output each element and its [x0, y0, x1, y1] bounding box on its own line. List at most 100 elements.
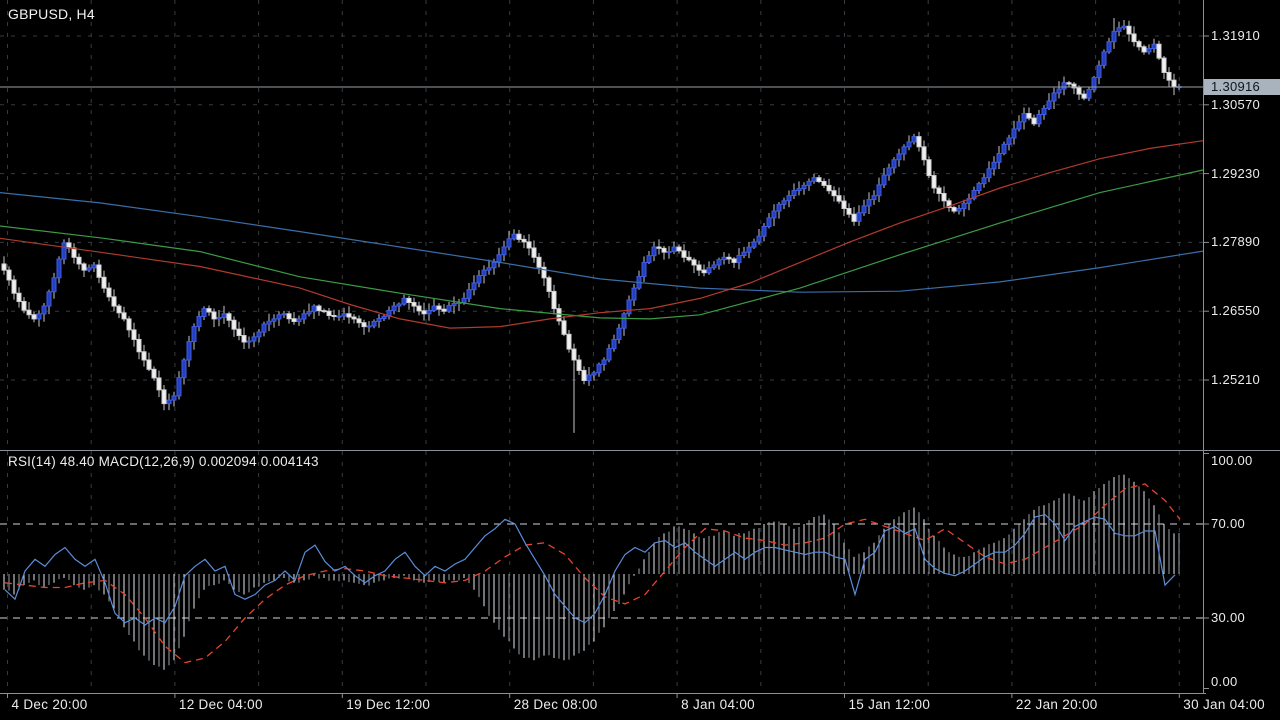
candle-bull — [901, 146, 907, 155]
candle-bull — [451, 302, 457, 307]
candle-bear — [146, 359, 152, 370]
candle-bear — [106, 287, 112, 298]
candle-bear — [846, 208, 852, 215]
candle-bull — [796, 188, 802, 192]
candle-bull — [261, 323, 267, 333]
candle-bear — [536, 256, 542, 268]
candle-bull — [266, 320, 272, 325]
time-axis-label: 8 Jan 04:00 — [681, 697, 755, 712]
candle-bull — [271, 318, 277, 322]
candle-bull — [906, 141, 912, 148]
candle-bear — [516, 233, 522, 240]
candle-bear — [206, 308, 212, 313]
rsi-line — [4, 513, 1176, 626]
candle-bull — [781, 200, 787, 205]
candle-bull — [1036, 114, 1042, 125]
candle-bear — [531, 247, 537, 258]
candle-bull — [786, 195, 792, 202]
candle-bear — [156, 377, 162, 391]
candle-bull — [276, 314, 282, 320]
candle-bull — [166, 399, 172, 405]
time-axis-label: 28 Dec 08:00 — [513, 697, 598, 712]
candle-bull — [1046, 100, 1052, 109]
candle-bear — [1081, 93, 1087, 99]
candle-bull — [621, 313, 627, 329]
candle-bear — [521, 238, 527, 243]
candle-bear — [116, 305, 122, 314]
candle-bull — [911, 136, 917, 143]
candle-bear — [356, 318, 362, 324]
candle-bear — [31, 314, 37, 320]
candle-bear — [326, 310, 332, 317]
candle-bear — [321, 310, 327, 313]
candle-bull — [1151, 43, 1157, 49]
candle-bull — [1111, 30, 1117, 43]
candle-bull — [381, 315, 387, 320]
indicator-axis-label: 100.00 — [1211, 453, 1253, 468]
candle-bear — [11, 279, 17, 294]
candle-bear — [1071, 83, 1077, 89]
candle-bear — [1161, 57, 1167, 73]
candle-bear — [21, 300, 27, 311]
candle-bull — [1056, 88, 1062, 94]
candle-bull — [461, 297, 467, 303]
candle-bull — [1091, 77, 1097, 90]
candle-bear — [286, 313, 292, 320]
candle-bull — [751, 241, 757, 248]
candle-bull — [216, 317, 222, 320]
candle-bull — [491, 261, 497, 269]
candle-bull — [336, 315, 342, 318]
candle-bull — [246, 340, 252, 343]
candle-bull — [191, 326, 197, 343]
candle-bull — [366, 325, 372, 328]
candle-bull — [426, 309, 432, 315]
indicator-axis-label: 30.00 — [1211, 610, 1246, 625]
candle-bear — [81, 263, 87, 271]
candle-bear — [96, 264, 102, 278]
candle-bull — [46, 291, 52, 307]
candle-bear — [411, 301, 417, 307]
candle-bear — [226, 313, 232, 321]
candle-bull — [306, 311, 312, 315]
candle-bull — [756, 235, 762, 243]
candle-bear — [71, 247, 77, 258]
candle-bull — [761, 225, 767, 237]
candle-bull — [281, 313, 287, 316]
candle-bear — [1131, 33, 1137, 43]
candle-bull — [1101, 51, 1107, 66]
candle-bear — [1141, 46, 1147, 53]
candle-bull — [596, 363, 602, 374]
candle-bear — [211, 311, 217, 320]
candle-bull — [201, 308, 207, 318]
indicator-axis-label: 70.00 — [1211, 516, 1246, 531]
candle-bull — [196, 316, 202, 328]
candle-bear — [236, 328, 242, 337]
candle-bull — [401, 297, 407, 305]
candle-bull — [586, 374, 592, 382]
candle-bear — [346, 313, 352, 318]
time-axis-label: 12 Dec 04:00 — [178, 697, 263, 712]
candle-bear — [916, 136, 922, 148]
candle-bull — [591, 372, 597, 376]
candle-bull — [776, 203, 782, 212]
candle-bear — [941, 192, 947, 202]
candle-bear — [1166, 71, 1172, 81]
candle-bull — [471, 282, 477, 291]
candle-bear — [821, 180, 827, 186]
candle-bull — [891, 159, 897, 169]
candle-bull — [746, 246, 752, 253]
candle-bull — [861, 205, 867, 214]
candle-bear — [546, 277, 552, 292]
candle-bull — [506, 238, 512, 248]
candle-bear — [111, 296, 117, 307]
price-axis-label: 1.25210 — [1211, 372, 1261, 387]
candle-bear — [571, 348, 577, 361]
time-axis-label: 15 Jan 12:00 — [848, 697, 931, 712]
candle-bear — [1156, 43, 1162, 59]
price-axis-label: 1.26550 — [1211, 303, 1261, 319]
candle-bear — [826, 184, 832, 192]
ma-line-green — [0, 169, 1204, 320]
candle-bear — [121, 312, 127, 320]
ma-line-blue — [0, 192, 1204, 293]
